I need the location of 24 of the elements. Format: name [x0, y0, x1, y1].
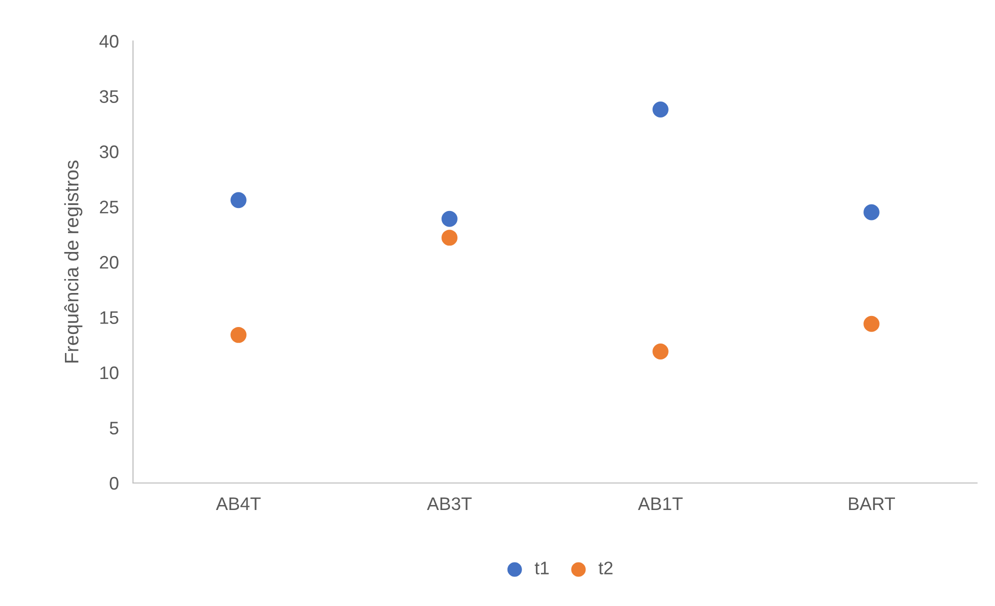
- y-tick-label: 35: [100, 90, 118, 103]
- point: [230, 326, 246, 343]
- y-tick-label: 15: [100, 311, 118, 324]
- point: [652, 344, 668, 360]
- y-tick-label: 30: [100, 145, 118, 158]
- point: [230, 192, 246, 208]
- y-tick-label: 40: [99, 34, 118, 48]
- y-axis-title: Frequência de registros: [64, 160, 82, 363]
- point: [864, 316, 880, 332]
- point: [442, 230, 458, 246]
- x-tick-label: BART: [849, 498, 896, 510]
- y-tick-label: 0: [110, 476, 118, 490]
- y-tick-label: 25: [100, 200, 118, 214]
- y-tick-label: 10: [100, 366, 118, 380]
- point: [864, 204, 880, 220]
- point: [442, 210, 458, 227]
- point: [652, 102, 668, 118]
- legend-label: t1: [534, 562, 549, 574]
- x-tick-label: AB4T: [216, 498, 261, 510]
- x-tick-label: AB3T: [426, 497, 472, 510]
- y-tick-label: 5: [110, 422, 118, 434]
- y-tick-label: 20: [100, 256, 118, 269]
- legend-label: t2: [598, 562, 612, 574]
- x-tick-label: AB1T: [638, 498, 683, 510]
